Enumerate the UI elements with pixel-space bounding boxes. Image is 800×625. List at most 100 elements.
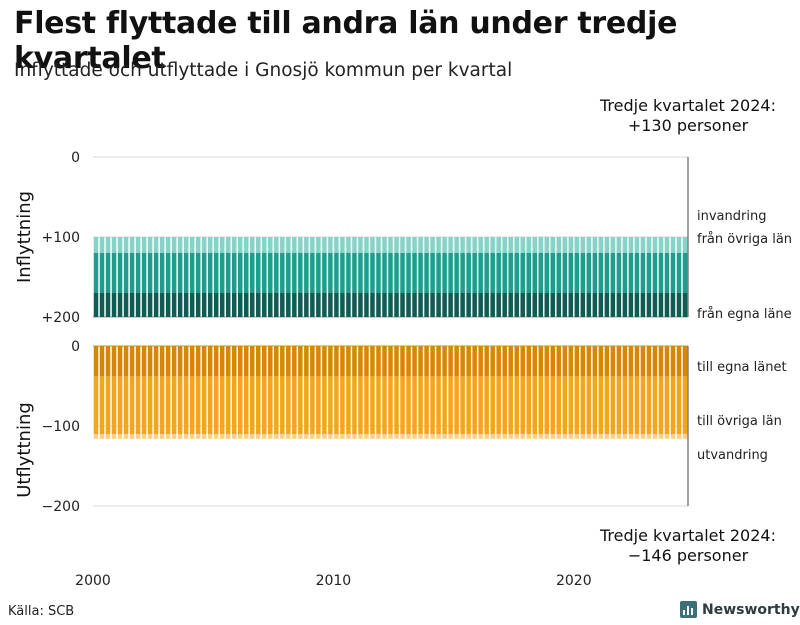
bar-segment (298, 237, 303, 253)
bar-segment (165, 376, 171, 434)
bar-segment (526, 237, 531, 253)
bar-segment (334, 293, 339, 317)
bar-segment (460, 237, 465, 253)
bar-segment (490, 346, 495, 377)
bar-segment (646, 237, 652, 253)
bar-segment (129, 237, 135, 253)
bar-segment (195, 346, 201, 377)
bar-segment (316, 253, 321, 293)
bar-segment (448, 434, 453, 439)
bar-segment (346, 376, 351, 434)
bar-segment (153, 253, 159, 293)
bar-segment (448, 346, 453, 377)
bar-segment (231, 293, 237, 317)
bar-segment (177, 376, 183, 434)
bar-segment (364, 293, 369, 317)
bar-segment (586, 434, 592, 439)
bar-segment (225, 237, 231, 253)
bar-segment (682, 376, 688, 434)
bar-segment (526, 253, 531, 293)
bar-segment (586, 237, 592, 253)
bar-segment (316, 237, 321, 253)
bar-segment (256, 376, 261, 434)
bar-segment (195, 434, 201, 439)
bar-segment (244, 293, 249, 317)
bar-segment (508, 434, 513, 439)
bar-segment (538, 346, 544, 377)
bar-segment (682, 253, 688, 293)
bar-segment (159, 376, 165, 434)
bar-segment (562, 434, 568, 439)
bar-segment (262, 346, 267, 377)
bar-segment (358, 346, 363, 377)
bar-segment (424, 237, 429, 253)
bar-segment (514, 346, 519, 377)
bar-segment (652, 253, 658, 293)
bar-segment (99, 253, 105, 293)
bar-segment (514, 237, 519, 253)
bar-segment (580, 293, 586, 317)
bar-segment (634, 237, 640, 253)
bar-segment (274, 237, 279, 253)
bar-segment (111, 293, 117, 317)
bar-segment (604, 293, 610, 317)
bar-segment (478, 293, 483, 317)
bar-segment (201, 237, 207, 253)
bar-segment (147, 253, 153, 293)
bar-segment (177, 237, 183, 253)
bar-segment (123, 376, 129, 434)
bar-segment (358, 293, 363, 317)
bar-segment (219, 237, 225, 253)
bar-segment (472, 237, 477, 253)
bar-segment (628, 346, 634, 377)
bar-segment (147, 376, 153, 434)
latest-annotation: Tredje kvartalet 2024: (599, 526, 776, 545)
bar-segment (207, 253, 213, 293)
bar-segment (129, 253, 135, 293)
bar-segment (99, 237, 105, 253)
bar-segment (171, 434, 177, 439)
bar-segment (598, 237, 604, 253)
bar-segment (213, 253, 219, 293)
bar-segment (388, 253, 393, 293)
bar-segment (135, 346, 141, 377)
bar-segment (105, 376, 111, 434)
bar-segment (370, 434, 375, 439)
bar-segment (334, 346, 339, 377)
bar-segment (219, 434, 225, 439)
bar-segment (250, 253, 255, 293)
bar-segment (586, 253, 592, 293)
bar-segment (676, 253, 682, 293)
bar-segment (183, 346, 189, 377)
bar-segment (328, 376, 333, 434)
bar-segment (598, 434, 604, 439)
bar-segment (430, 253, 435, 293)
bar-segment (676, 376, 682, 434)
bar-segment (412, 293, 417, 317)
y-tick-label: 0 (71, 339, 80, 355)
bar-segment (382, 434, 387, 439)
bar-segment (550, 237, 556, 253)
bar-segment (207, 237, 213, 253)
bar-segment (508, 253, 513, 293)
bar-segment (670, 376, 676, 434)
bar-segment (292, 434, 297, 439)
bar-segment (274, 376, 279, 434)
bar-segment (610, 237, 616, 253)
bar-segment (628, 253, 634, 293)
bar-segment (364, 434, 369, 439)
bar-segment (628, 434, 634, 439)
bar-segment (544, 237, 550, 253)
bar-segment (610, 293, 616, 317)
bar-segment (135, 237, 141, 253)
bar-segment (262, 293, 267, 317)
bar-segment (580, 376, 586, 434)
bar-segment (442, 293, 447, 317)
bar-segment (400, 253, 405, 293)
bar-segment (418, 237, 423, 253)
bar-segment (201, 434, 207, 439)
bar-segment (189, 237, 195, 253)
bar-segment (292, 346, 297, 377)
bar-segment (418, 434, 423, 439)
bar-segment (316, 293, 321, 317)
